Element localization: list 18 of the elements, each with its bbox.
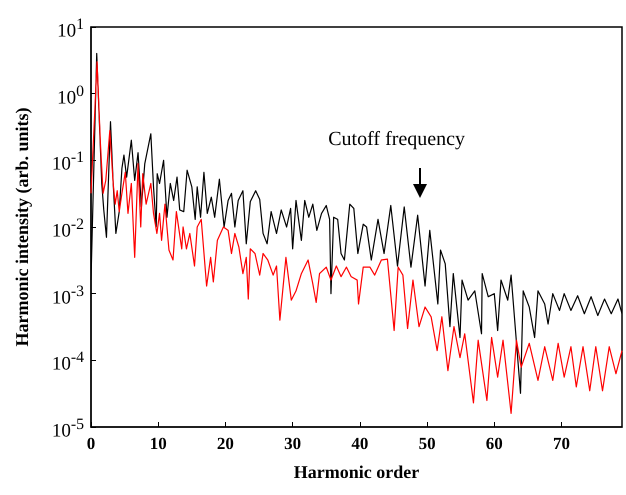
x-tick-label: 60: [486, 434, 503, 453]
y-tick-label: 10$^{-1}$: [52, 148, 84, 176]
y-tick-label: 10$^{-5}$: [52, 415, 84, 442]
y-tick-label: 10$^{1}$: [57, 15, 84, 42]
x-tick-label: 50: [418, 434, 436, 453]
y-tick-label: 10$^{-4}$: [52, 348, 84, 376]
y-tick-label: 10$^{-3}$: [52, 282, 84, 309]
y-tick-label: 10$^{0}$: [57, 82, 84, 109]
x-tick-label: 70: [553, 434, 570, 453]
x-axis-title: Harmonic order: [294, 462, 420, 482]
y-axis-title: Harmonic intensity (arb. units): [12, 107, 32, 347]
x-tick-label: 20: [216, 434, 234, 453]
annotation: Cutoff frequency: [328, 128, 466, 151]
x-tick-label: 30: [284, 434, 302, 453]
x-tick-label: 40: [351, 434, 368, 453]
x-tick-label: 0: [86, 434, 96, 453]
y-tick-label: 10$^{-2}$: [52, 215, 84, 242]
x-tick-label: 10: [150, 434, 167, 453]
